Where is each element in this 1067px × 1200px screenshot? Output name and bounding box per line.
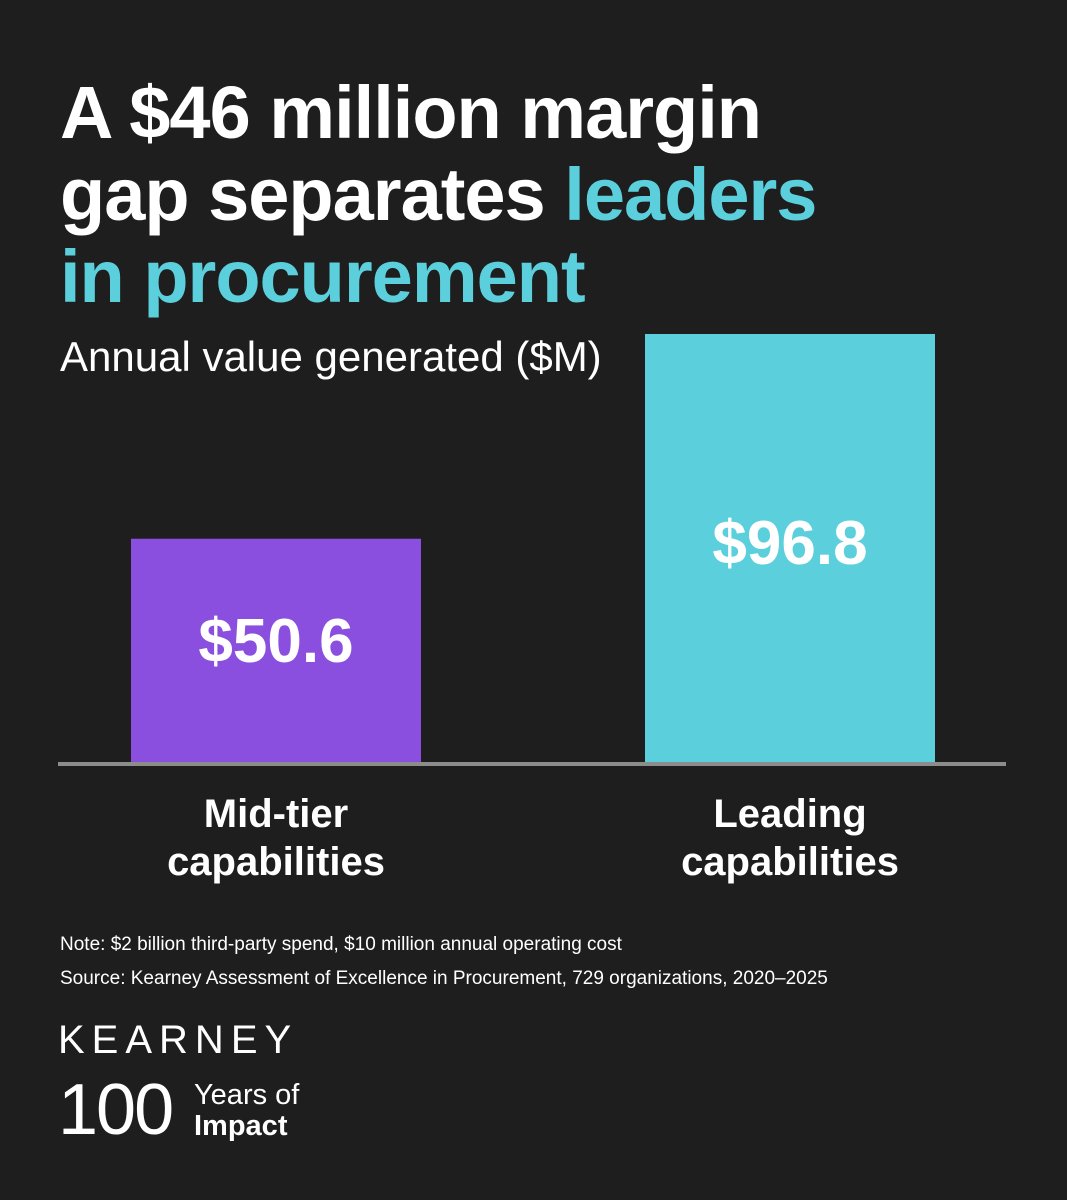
impact-text: Impact	[194, 1110, 288, 1142]
title-line-2-plain: gap separates	[60, 153, 565, 236]
years-of-impact: Years of Impact	[194, 1080, 299, 1142]
bar-chart: $50.6 $96.8	[58, 334, 1006, 766]
title-line-2-accent: leaders	[564, 153, 817, 236]
data-label-mid-tier: $50.6	[198, 607, 353, 676]
title-line-1: A $46 million margin	[60, 71, 762, 154]
chart-subtitle: Annual value generated ($M)	[60, 333, 602, 380]
data-label-leading: $96.8	[712, 509, 867, 578]
category-label-leading: Leading capabilities	[681, 792, 899, 884]
page-title: A $46 million margin gap separates leade…	[60, 72, 1020, 318]
kearney-logo: KEARNEY	[58, 1018, 299, 1062]
source-note: Source: Kearney Assessment of Excellence…	[60, 968, 828, 989]
footnote: Note: $2 billion third-party spend, $10 …	[60, 934, 622, 955]
category-label-mid-tier: Mid-tier capabilities	[167, 792, 385, 884]
bar-mid-tier	[131, 538, 421, 763]
bar-leading	[645, 334, 935, 763]
title-line-3: in procurement	[60, 235, 586, 318]
hundred-numeral: 100	[58, 1070, 174, 1150]
years-of-text: Years of	[194, 1079, 300, 1111]
title-line-2: gap separates leaders	[60, 154, 1020, 236]
